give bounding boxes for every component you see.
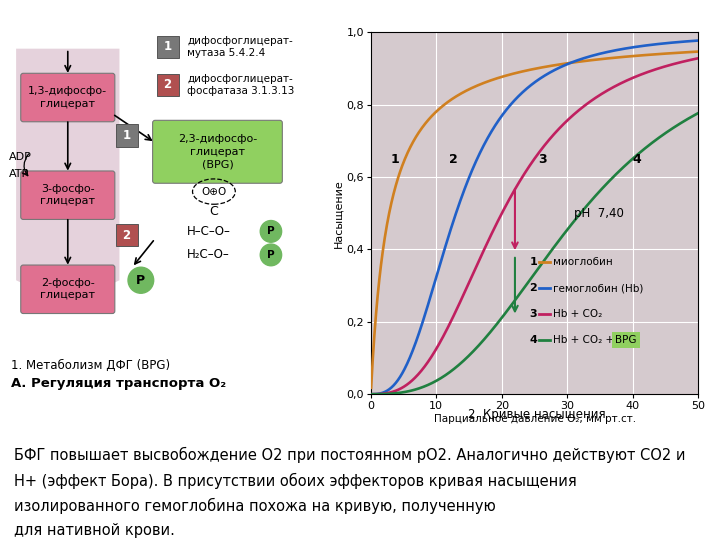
Text: H₂C–O–: H₂C–O– <box>187 248 230 261</box>
Text: 2. Кривые насыщения: 2. Кривые насыщения <box>467 408 606 421</box>
Text: 1. Метаболизм ДФГ (BPG): 1. Метаболизм ДФГ (BPG) <box>11 359 170 372</box>
Text: 3: 3 <box>538 153 546 166</box>
FancyBboxPatch shape <box>115 224 138 246</box>
Text: O⊕O: O⊕O <box>202 187 227 197</box>
Text: P: P <box>136 274 145 287</box>
FancyBboxPatch shape <box>115 124 138 147</box>
Text: 3: 3 <box>529 309 537 319</box>
Circle shape <box>260 244 282 266</box>
Y-axis label: Насыщение: Насыщение <box>333 179 343 248</box>
Text: БФГ повышает высвобождение О2 при постоянном рО2. Аналогично действуют СО2 и: БФГ повышает высвобождение О2 при постоя… <box>14 447 686 463</box>
Text: C: C <box>210 205 218 218</box>
FancyBboxPatch shape <box>21 171 114 219</box>
Text: ATP: ATP <box>9 168 30 179</box>
Text: 2: 2 <box>449 153 458 166</box>
Circle shape <box>260 220 282 242</box>
Text: дифосфоглицерат-
мутаза 5.4.2.4: дифосфоглицерат- мутаза 5.4.2.4 <box>187 36 293 58</box>
Text: для нативной крови.: для нативной крови. <box>14 523 175 538</box>
Circle shape <box>128 267 153 293</box>
FancyArrow shape <box>16 49 120 306</box>
Text: 2: 2 <box>122 228 130 241</box>
Text: ADP: ADP <box>9 152 32 162</box>
Text: миоглобин: миоглобин <box>553 257 613 267</box>
Text: 2: 2 <box>529 283 537 293</box>
Text: изолированного гемоглобина похожа на кривую, полученную: изолированного гемоглобина похожа на кри… <box>14 498 496 514</box>
FancyBboxPatch shape <box>153 120 282 183</box>
Text: 2: 2 <box>163 78 171 91</box>
FancyBboxPatch shape <box>21 73 114 122</box>
FancyBboxPatch shape <box>21 265 114 314</box>
Text: pH  7,40: pH 7,40 <box>574 207 624 220</box>
Text: А. Регуляция транспорта О₂: А. Регуляция транспорта О₂ <box>11 377 226 390</box>
Text: 4: 4 <box>633 153 642 166</box>
Text: 3-фосфо-
глицерат: 3-фосфо- глицерат <box>40 184 95 206</box>
Text: P: P <box>267 226 275 237</box>
Text: P: P <box>267 250 275 260</box>
Text: 2-фосфо-
глицерат: 2-фосфо- глицерат <box>40 278 95 300</box>
Text: 1: 1 <box>529 257 537 267</box>
Text: дифосфоглицерат-
фосфатаза 3.1.3.13: дифосфоглицерат- фосфатаза 3.1.3.13 <box>187 73 294 96</box>
Text: гемоглобин (Hb): гемоглобин (Hb) <box>553 283 644 293</box>
Text: 1: 1 <box>390 153 399 166</box>
Text: 1: 1 <box>163 40 171 53</box>
Text: 1,3-дифосфо-
глицерат: 1,3-дифосфо- глицерат <box>28 86 107 109</box>
Text: 4: 4 <box>529 335 537 345</box>
FancyBboxPatch shape <box>156 73 179 96</box>
FancyBboxPatch shape <box>156 36 179 58</box>
Text: 2,3-дифосфо-
глицерат
(BPG): 2,3-дифосфо- глицерат (BPG) <box>178 134 257 169</box>
X-axis label: Парциальное давление О₂, мм рт.ст.: Парциальное давление О₂, мм рт.ст. <box>433 414 636 424</box>
Text: Hb + CO₂: Hb + CO₂ <box>553 309 602 319</box>
Text: H–C–O–: H–C–O– <box>186 225 230 238</box>
Text: 1: 1 <box>122 129 130 142</box>
Text: BPG: BPG <box>615 335 636 345</box>
Text: Н+ (эффект Бора). В присутствии обоих эффекторов кривая насыщения: Н+ (эффект Бора). В присутствии обоих эф… <box>14 472 577 489</box>
Text: Hb + CO₂ +: Hb + CO₂ + <box>553 335 617 345</box>
